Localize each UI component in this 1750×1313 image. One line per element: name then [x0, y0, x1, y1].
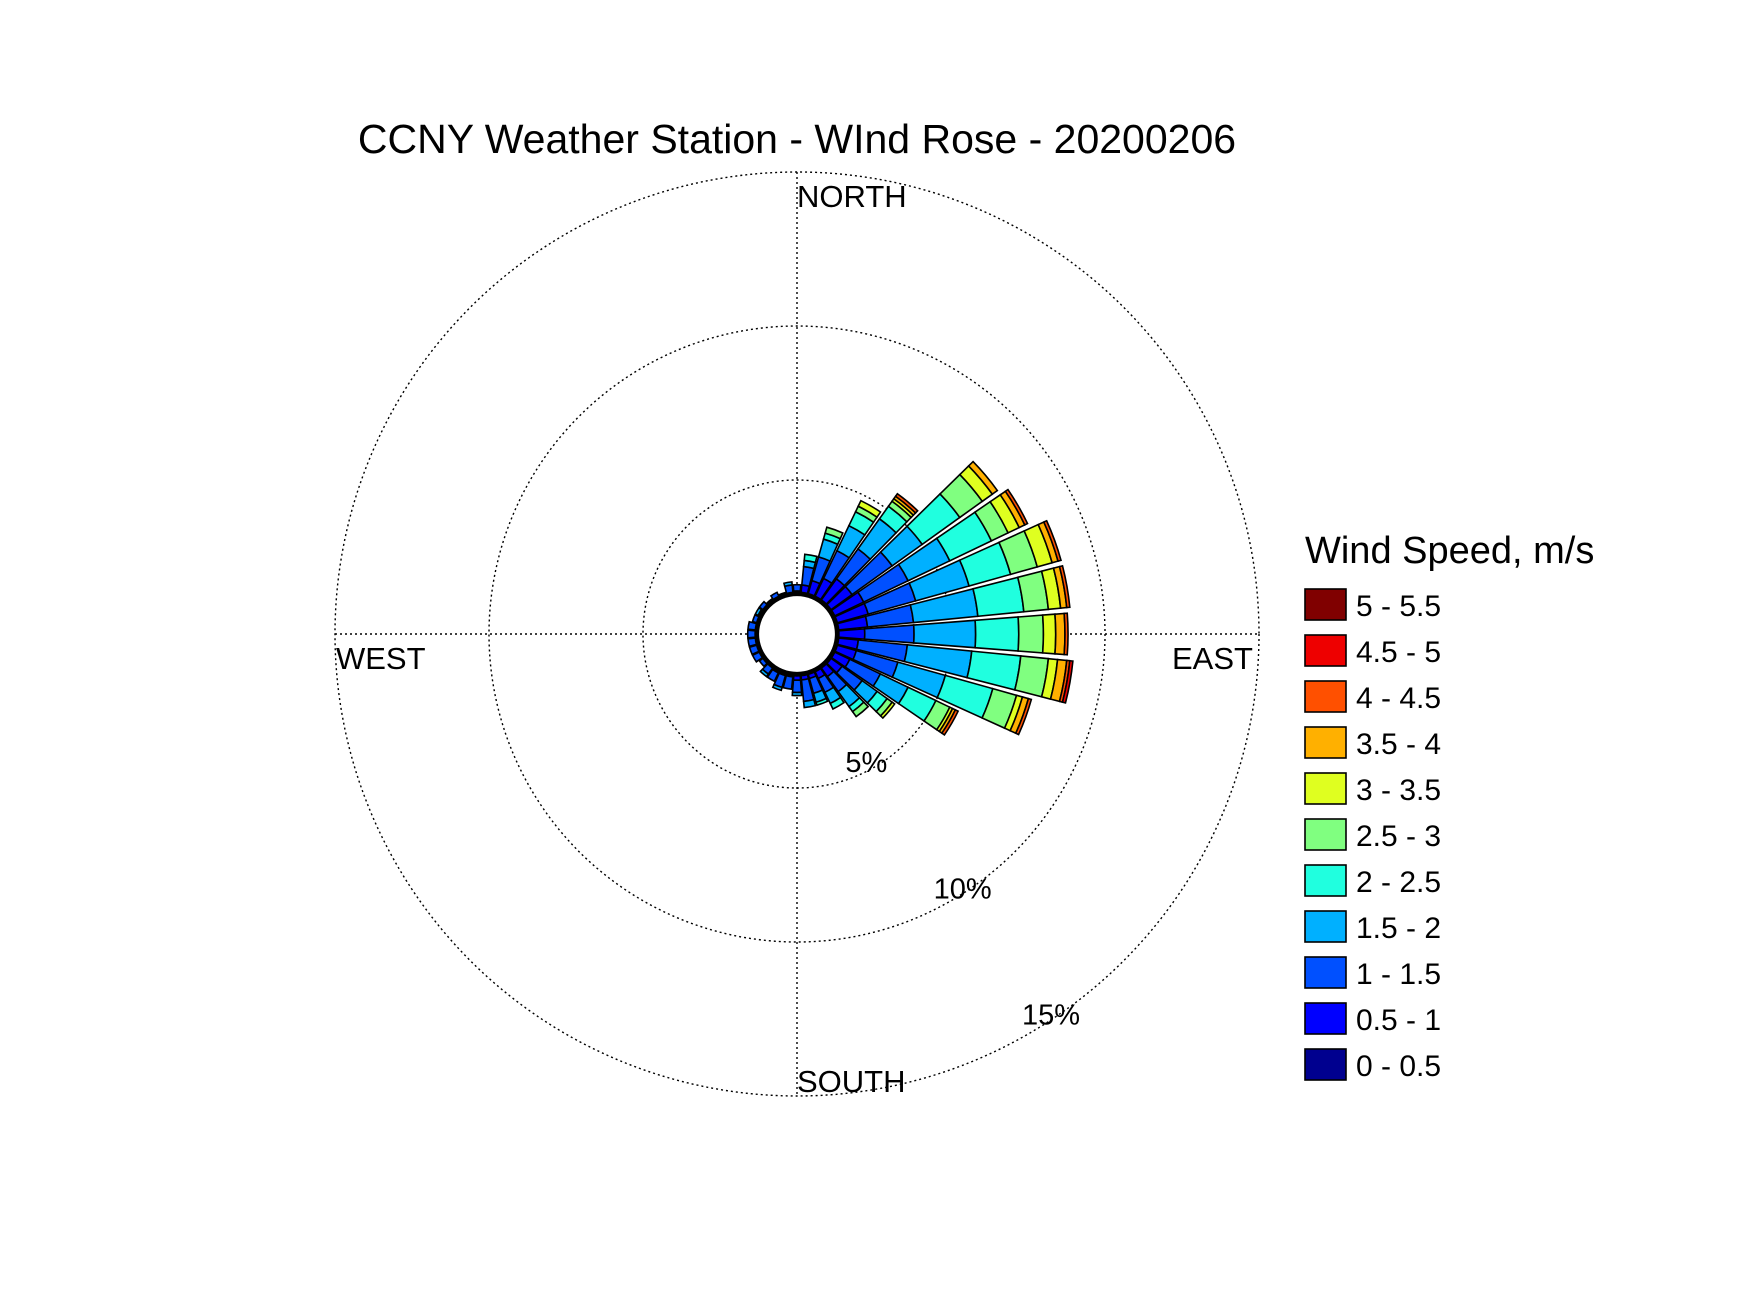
legend-label: 4.5 - 5	[1356, 636, 1441, 669]
sector-60-bin-8	[1004, 488, 1029, 526]
legend-swatch	[1304, 680, 1347, 713]
sector-190-bin-2	[782, 674, 794, 691]
sector-40-bin-8	[894, 492, 919, 515]
sector-180-bin-2	[791, 679, 803, 694]
sector-90-bin-7	[1054, 612, 1066, 656]
sector-160-bin-4	[815, 697, 829, 707]
sector-90-bin-2	[863, 624, 915, 644]
sector-90-bin-1	[837, 627, 866, 641]
legend-label: 3 - 3.5	[1356, 774, 1441, 807]
sector-220-bin-3	[759, 668, 770, 678]
sector-50-bin-7	[967, 460, 999, 496]
legend-items: 5 - 5.5 4.5 - 5 4 - 4.5 3.5 - 4 3 - 3.5 2.5 -…	[1304, 588, 1441, 1083]
ring-labels: 5% 10% 15%	[845, 747, 1080, 1031]
wind-sectors	[746, 460, 1074, 737]
calm-center	[759, 596, 835, 672]
sector-200-bin-3	[771, 683, 784, 692]
legend-label: 1.5 - 2	[1356, 912, 1441, 945]
legend-label: 1 - 1.5	[1356, 958, 1441, 991]
sector-20-bin-5	[824, 526, 844, 540]
legend-swatch	[1304, 588, 1347, 621]
legend-title: Wind Speed, m/s	[1305, 530, 1594, 572]
sector-70-bin-8	[1042, 519, 1063, 563]
sector-130-bin-6	[879, 701, 896, 720]
legend-label: 2.5 - 3	[1356, 820, 1441, 853]
sector-140-bin-5	[851, 701, 870, 718]
legend-label: 0.5 - 1	[1356, 1004, 1441, 1037]
legend-swatch	[1304, 1002, 1347, 1035]
calm-circle	[755, 592, 839, 676]
legend-label: 0 - 0.5	[1356, 1050, 1441, 1083]
ring-label-15: 15%	[1022, 999, 1080, 1031]
sector-120-bin-8	[940, 708, 960, 737]
sector-100-bin-9	[1061, 659, 1074, 704]
legend-swatch	[1304, 818, 1347, 851]
legend-swatch	[1304, 772, 1347, 805]
legend-swatch	[1304, 910, 1347, 943]
ring-label-10: 10%	[934, 873, 992, 905]
sector-90-bin-8	[1063, 612, 1069, 656]
legend-swatch	[1304, 726, 1347, 759]
legend-swatch	[1304, 634, 1347, 667]
north-label: NORTH	[797, 179, 907, 214]
legend-label: 2 - 2.5	[1356, 866, 1441, 899]
sector-170-bin-3	[802, 698, 817, 709]
ring-label-5: 5%	[845, 747, 887, 779]
legend-label: 4 - 4.5	[1356, 682, 1441, 715]
sector-0-bin-2	[792, 583, 802, 592]
legend-label: 3.5 - 4	[1356, 728, 1441, 761]
east-label: EAST	[1172, 641, 1253, 676]
west-label: WEST	[336, 641, 426, 676]
sector-150-bin-4	[829, 696, 846, 711]
sector-90-bin-4	[974, 616, 1020, 652]
legend-label: 5 - 5.5	[1356, 590, 1441, 623]
sector-210-bin-2	[766, 668, 780, 683]
sector-90-bin-5	[1017, 614, 1045, 654]
sector-110-bin-8	[1014, 697, 1033, 736]
sector-260-bin-2	[747, 637, 758, 648]
sector-300-bin-3	[754, 606, 763, 617]
chart-title: CCNY Weather Station - WInd Rose - 20200…	[358, 116, 1236, 162]
legend: Wind Speed, m/s 5 - 5.5 4.5 - 5 4 - 4.5 3.5…	[1304, 530, 1594, 1083]
sector-270-bin-2	[746, 629, 757, 639]
legend-swatch	[1304, 956, 1347, 989]
legend-swatch	[1304, 1048, 1347, 1081]
sector-350-bin-3	[783, 581, 794, 588]
sector-80-bin-8	[1058, 564, 1071, 609]
sector-10-bin-4	[803, 553, 818, 564]
sector-30-bin-6	[857, 499, 882, 519]
sector-180-bin-3	[791, 691, 803, 697]
south-label: SOUTH	[797, 1064, 906, 1099]
sector-90-bin-3	[912, 619, 977, 649]
sector-90-bin-6	[1041, 613, 1057, 655]
legend-swatch	[1304, 864, 1347, 897]
